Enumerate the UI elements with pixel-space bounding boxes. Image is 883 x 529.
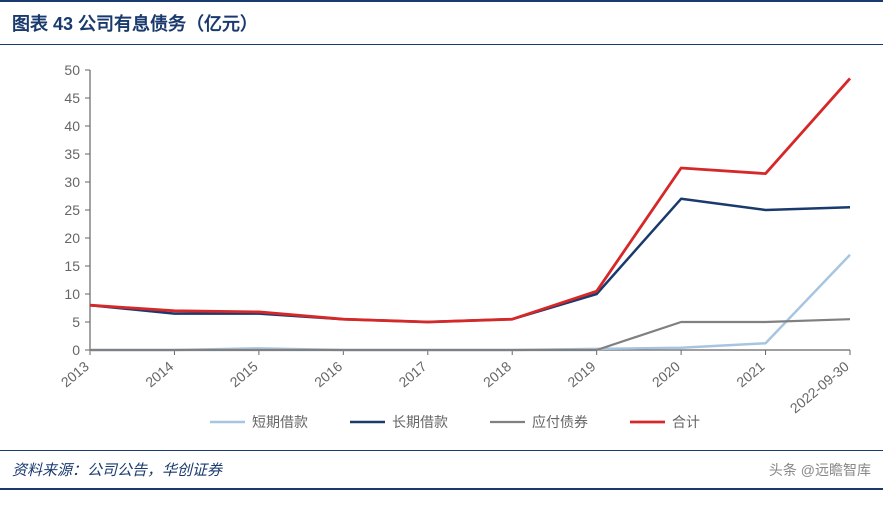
x-tick-label: 2017 xyxy=(396,358,430,390)
y-tick-label: 45 xyxy=(64,90,80,106)
chart-container: 图表 43 公司有息债务（亿元） 0 5 10 15 20 25 30 35 40 45 50 201… xyxy=(0,0,883,529)
x-tick-label: 2013 xyxy=(58,358,92,390)
series-line xyxy=(90,199,850,322)
x-tick-label: 2022-09-30 xyxy=(787,358,852,416)
y-tick-label: 20 xyxy=(64,230,80,246)
legend-label: 短期借款 xyxy=(252,414,308,430)
legend-label: 长期借款 xyxy=(392,414,448,430)
x-tick-label: 2021 xyxy=(733,358,767,390)
y-tick-label: 35 xyxy=(64,146,80,162)
title-bar: 图表 43 公司有息债务（亿元） xyxy=(0,0,883,45)
y-tick-label: 50 xyxy=(64,62,80,78)
y-tick-label: 0 xyxy=(72,342,80,358)
watermark: 头条 @远瞻智库 xyxy=(769,460,871,480)
footer-bar: 资料来源：公司公告，华创证券 头条 @远瞻智库 xyxy=(0,450,883,490)
y-tick-label: 25 xyxy=(64,202,80,218)
x-tick-label: 2016 xyxy=(311,358,345,390)
series-line xyxy=(90,78,850,322)
chart-area: 0 5 10 15 20 25 30 35 40 45 50 2013 2014 2015 2016 2017… xyxy=(0,45,883,445)
legend-label: 合计 xyxy=(672,414,700,430)
x-tick-label: 2014 xyxy=(142,358,176,390)
line-chart-svg: 0 5 10 15 20 25 30 35 40 45 50 2013 2014 2015 2016 2017… xyxy=(30,55,853,455)
y-tick-label: 15 xyxy=(64,258,80,274)
x-tick-label: 2015 xyxy=(227,358,261,390)
x-tick-label: 2018 xyxy=(480,358,514,390)
y-tick-label: 40 xyxy=(64,118,80,134)
series-line xyxy=(90,255,850,350)
legend-label: 应付债券 xyxy=(532,414,588,430)
x-tick-label: 2020 xyxy=(649,358,683,390)
x-tick-label: 2019 xyxy=(564,358,598,390)
y-tick-label: 5 xyxy=(72,314,80,330)
chart-title: 图表 43 公司有息债务（亿元） xyxy=(12,10,871,36)
y-tick-label: 10 xyxy=(64,286,80,302)
source-text: 资料来源：公司公告，华创证券 xyxy=(12,459,222,480)
y-tick-label: 30 xyxy=(64,174,80,190)
